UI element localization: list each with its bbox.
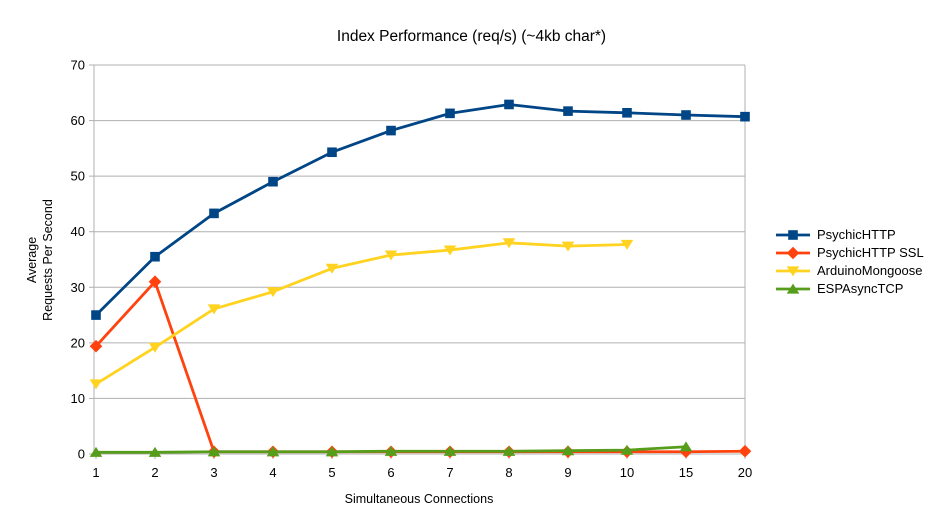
- triangle-down-marker: [148, 342, 162, 353]
- legend-label: ArduinoMongoose: [817, 263, 923, 278]
- legend-label: PsychicHTTP: [817, 227, 896, 242]
- legend-swatch-triangle-up-icon: [776, 283, 810, 294]
- triangle-up-marker: [384, 445, 398, 456]
- diamond-marker: [738, 444, 752, 458]
- legend-swatch-triangle-down-icon: [776, 265, 810, 276]
- legend-label: ESPAsyncTCP: [817, 281, 904, 296]
- triangle-up-marker: [148, 446, 162, 457]
- x-tick-label: 1: [92, 465, 99, 480]
- x-axis-title: Simultaneous Connections: [344, 492, 494, 506]
- diamond-marker: [786, 246, 800, 259]
- legend-swatch-square-icon: [776, 229, 810, 240]
- square-marker: [327, 147, 337, 158]
- square-marker: [740, 111, 750, 122]
- series-espasynctcp: [89, 441, 693, 457]
- square-marker: [788, 229, 798, 240]
- triangle-up-marker: [502, 445, 516, 456]
- x-tick-label: 15: [679, 465, 693, 480]
- triangle-down-marker: [325, 263, 339, 274]
- legend-item: PsychicHTTP SSL: [776, 245, 924, 260]
- y-tick-label: 0: [78, 447, 85, 462]
- chart-title: Index Performance (req/s) (~4kb char*): [336, 28, 607, 45]
- series-psychichttp-ssl: [89, 275, 752, 459]
- triangle-down-marker: [384, 250, 398, 261]
- legend-item: ESPAsyncTCP: [776, 281, 924, 296]
- x-tick-label: 9: [564, 465, 571, 480]
- triangle-up-marker: [207, 446, 221, 457]
- y-tick-label: 30: [71, 280, 85, 295]
- x-tick-label: 6: [387, 465, 394, 480]
- y-tick-label: 20: [71, 335, 85, 350]
- square-marker: [209, 208, 219, 219]
- square-marker: [681, 110, 691, 120]
- legend: PsychicHTTP PsychicHTTP SSL ArduinoMongoos…: [776, 227, 924, 296]
- triangle-down-marker: [561, 241, 575, 252]
- triangle-down-marker: [266, 287, 280, 298]
- square-marker: [268, 176, 278, 187]
- series-line: [94, 103, 747, 317]
- square-marker: [150, 251, 160, 262]
- triangle-up-marker: [325, 446, 339, 457]
- diamond-marker: [89, 339, 103, 353]
- y-tick-label: 60: [71, 113, 85, 128]
- triangle-up-marker: [89, 446, 103, 457]
- x-tick-label: 20: [738, 465, 752, 480]
- triangle-down-marker: [786, 265, 800, 276]
- legend-item: PsychicHTTP: [776, 227, 924, 242]
- triangle-down-marker: [502, 238, 516, 249]
- y-tick-label: 40: [71, 224, 85, 239]
- series-arduinomongoose: [89, 238, 634, 390]
- square-marker: [386, 125, 396, 136]
- triangle-up-marker: [679, 441, 693, 452]
- x-tick-label: 10: [620, 465, 634, 480]
- triangle-up-marker: [266, 446, 280, 457]
- y-tick-label: 10: [71, 391, 85, 406]
- triangle-up-marker: [786, 283, 800, 294]
- legend-swatch-diamond-icon: [776, 246, 810, 259]
- square-marker: [91, 310, 101, 320]
- x-tick-label: 4: [269, 465, 276, 480]
- x-tick-label: 2: [151, 465, 158, 480]
- y-tick-label: 50: [71, 169, 85, 184]
- square-marker: [445, 108, 455, 119]
- triangle-down-marker: [443, 245, 457, 256]
- triangle-up-marker: [620, 444, 634, 455]
- square-marker: [622, 107, 632, 118]
- diamond-marker: [148, 275, 162, 289]
- diamond-marker: [679, 445, 693, 459]
- triangle-up-marker: [561, 445, 575, 456]
- square-marker: [504, 99, 514, 110]
- x-tick-label: 3: [210, 465, 217, 480]
- legend-item: ArduinoMongoose: [776, 263, 924, 278]
- triangle-up-marker: [443, 445, 457, 456]
- triangle-down-marker: [207, 304, 221, 315]
- legend-label: PsychicHTTP SSL: [817, 245, 924, 260]
- series-line: [94, 241, 629, 386]
- triangle-down-marker: [620, 239, 634, 250]
- series-psychichttp: [91, 99, 750, 320]
- x-tick-label: 8: [505, 465, 512, 480]
- series-line: [94, 280, 747, 454]
- triangle-down-marker: [89, 379, 103, 390]
- x-tick-label: 5: [328, 465, 335, 480]
- x-tick-label: 7: [446, 465, 453, 480]
- square-marker: [563, 106, 573, 116]
- y-tick-label: 70: [71, 58, 85, 73]
